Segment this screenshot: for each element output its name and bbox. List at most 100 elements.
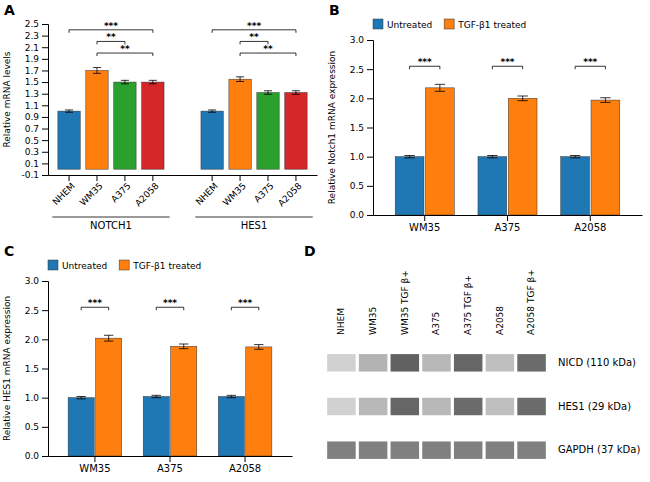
y-tick-label: 3.0 <box>350 35 365 45</box>
error-bar <box>93 68 101 74</box>
y-tick-label: 0.1 <box>25 159 39 169</box>
legend-label: TGF-β1 treated <box>132 261 201 271</box>
error-bar-cap <box>152 397 161 398</box>
significance-label: *** <box>88 298 102 308</box>
lane-tick: WM35 <box>368 307 378 335</box>
bar <box>425 88 454 215</box>
panel-title: D <box>304 243 316 259</box>
bar <box>68 398 94 456</box>
y-tick-mark <box>42 47 48 48</box>
legend-label: Untreated <box>387 20 432 30</box>
band-label: HES1 (29 kDa) <box>558 401 631 412</box>
significance-label: ** <box>120 44 130 54</box>
x-tick: WM35 <box>78 175 105 208</box>
y-tick: 0.0 <box>350 210 373 220</box>
band-label: GAPDH (37 kDa) <box>558 444 640 455</box>
blot-band <box>517 398 546 415</box>
x-tick-mark <box>212 175 213 181</box>
bar <box>246 347 272 456</box>
error-bar-cap <box>104 341 113 342</box>
blot-band <box>517 441 546 458</box>
y-tick-label: 0.5 <box>25 136 39 146</box>
y-tick: 1.0 <box>25 393 48 403</box>
error-bar <box>104 335 113 341</box>
y-tick-mark <box>42 94 48 95</box>
bar <box>257 93 279 170</box>
bar <box>285 93 307 170</box>
bar <box>201 111 223 169</box>
error-bar-cap <box>227 397 236 398</box>
bar <box>561 157 590 215</box>
y-tick-label: 0.7 <box>25 124 39 134</box>
x-tick-mark <box>152 175 153 181</box>
x-tick-mark <box>424 215 425 221</box>
y-tick: 2.0 <box>25 335 48 345</box>
significance-label: ** <box>263 44 273 54</box>
plot-area <box>327 354 546 459</box>
y-tick-label: 0.5 <box>350 181 364 191</box>
x-tick-label: A375 <box>495 222 521 233</box>
error-bar-cap <box>236 81 244 82</box>
bar <box>478 157 507 215</box>
error-bar <box>292 91 300 94</box>
lane-label: WM35 TGF β+ <box>400 270 410 335</box>
x-axis-group: NHEMWM35A375A2058 <box>194 175 304 208</box>
error-bar-line <box>183 344 184 349</box>
legend-item: Untreated <box>48 260 107 271</box>
panel-title: A <box>4 2 15 18</box>
blot-band <box>327 354 356 371</box>
error-bar-cap <box>487 157 497 158</box>
y-tick-mark <box>42 105 48 106</box>
y-tick-label: 1.7 <box>25 66 39 76</box>
lane-label: A375 <box>431 312 441 335</box>
error-bar-cap <box>227 395 236 396</box>
bar <box>86 70 108 169</box>
y-tick: 2.5 <box>350 65 373 75</box>
y-tick-label: 1.0 <box>25 393 40 403</box>
y-tick-mark <box>42 310 48 311</box>
error-bar-cap <box>254 344 263 345</box>
error-bar-cap <box>76 398 85 399</box>
error-bar-cap <box>149 80 157 81</box>
error-bar-cap <box>149 83 157 84</box>
y-tick: -0.1 <box>21 170 48 180</box>
y-axis-title: Relative HES1 mRNA expression <box>2 296 12 441</box>
error-bar-cap <box>65 112 73 113</box>
lane-tick: A2058 <box>495 306 505 335</box>
y-tick-mark <box>42 82 48 83</box>
y-tick-mark <box>42 129 48 130</box>
y-tick-label: 2.5 <box>350 65 364 75</box>
x-tick-label: A2058 <box>133 181 161 209</box>
bar <box>142 82 164 169</box>
error-bar-line <box>268 91 269 94</box>
legend: UntreatedTGF-β1 treated <box>373 19 526 30</box>
blot-band <box>486 398 515 415</box>
y-tick-label: 1.3 <box>25 89 39 99</box>
y-tick: 0.1 <box>25 159 48 169</box>
x-tick-label: WM35 <box>409 222 440 233</box>
y-tick-label: 2.5 <box>25 19 39 29</box>
error-bar-cap <box>104 335 113 336</box>
lane-tick: A2058 TGF β+ <box>526 269 536 335</box>
y-tick-label: -0.1 <box>21 170 39 180</box>
x-tick-mark <box>124 175 125 181</box>
significance-label: ** <box>249 32 259 42</box>
legend-swatch <box>373 19 383 29</box>
error-bar-line <box>240 77 241 82</box>
y-axis-title: Relative Notch1 mRNA expression <box>327 51 337 204</box>
plot-area <box>68 335 272 456</box>
lane-tick: NHEM <box>336 308 346 335</box>
y-tick-label: 1.5 <box>25 77 39 87</box>
x-tick-label: NHEM <box>194 181 220 207</box>
significance-label: *** <box>104 21 118 31</box>
error-bar <box>227 395 236 397</box>
blot-band <box>486 441 515 458</box>
blot-band <box>391 441 420 458</box>
error-bar-cap <box>93 67 101 68</box>
legend-label: Untreated <box>62 261 107 271</box>
panel-title: C <box>4 243 14 259</box>
error-bar-cap <box>264 94 272 95</box>
y-tick: 2.1 <box>25 43 48 53</box>
band-tick: HES1 (29 kDa) <box>558 401 631 412</box>
error-bar <box>517 96 527 101</box>
